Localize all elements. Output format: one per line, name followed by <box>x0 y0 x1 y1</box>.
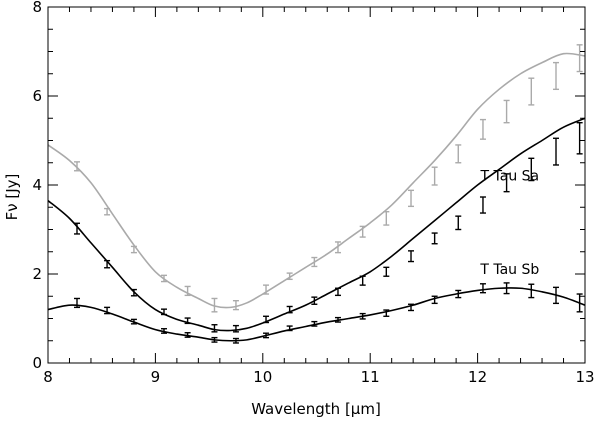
error-bar <box>184 332 191 338</box>
error-bar <box>263 315 270 324</box>
error-bar <box>311 256 318 268</box>
error-bar <box>130 245 137 254</box>
series-0 <box>47 44 586 313</box>
error-bar <box>286 272 293 281</box>
x-tick-label: 9 <box>151 368 161 386</box>
error-bar <box>431 232 438 245</box>
error-bar <box>359 312 366 320</box>
error-bar <box>359 225 366 238</box>
error-bar <box>455 215 462 231</box>
error-bar <box>553 61 560 91</box>
error-bar <box>383 309 390 317</box>
error-bar <box>576 44 583 73</box>
error-bar <box>184 285 191 297</box>
error-bar <box>431 166 438 186</box>
error-bar <box>311 320 318 327</box>
error-bar <box>528 283 535 299</box>
error-bar <box>479 283 486 294</box>
error-bar <box>383 210 390 226</box>
error-bar <box>263 284 270 295</box>
error-bar <box>503 173 510 193</box>
error-bar <box>479 118 486 140</box>
error-bar <box>334 316 341 323</box>
x-axis: 8 9 10 11 12 13 <box>43 7 595 386</box>
x-tick-label: 11 <box>361 368 380 386</box>
error-bar <box>130 318 137 325</box>
error-bar <box>479 196 486 214</box>
error-bar <box>576 121 583 155</box>
x-tick-label: 13 <box>575 368 594 386</box>
error-bar <box>73 161 80 172</box>
error-bar <box>160 274 167 283</box>
error-bar <box>359 275 366 286</box>
series-2 <box>47 282 586 344</box>
x-axis-title: Wavelength [μm] <box>251 400 381 418</box>
error-bar <box>553 286 560 305</box>
error-bar <box>334 287 341 297</box>
error-bar <box>455 144 462 164</box>
series-line <box>47 52 586 309</box>
error-bar <box>528 157 535 182</box>
error-bar <box>528 77 535 106</box>
series-labels: T Tau Sa T Tau Sb <box>479 169 539 278</box>
series-line <box>47 287 586 342</box>
y-tick-label: 4 <box>32 176 42 194</box>
error-bar <box>334 241 341 254</box>
y-tick-label: 2 <box>32 265 42 283</box>
series-label: T Tau Sb <box>479 262 539 278</box>
error-bar <box>455 289 462 299</box>
series-line <box>47 117 586 332</box>
plot-frame <box>47 6 586 364</box>
error-bar <box>576 293 583 313</box>
error-bar <box>232 337 239 344</box>
error-bar <box>286 305 293 314</box>
error-bar <box>431 295 438 305</box>
error-bar <box>232 300 239 311</box>
error-bar <box>184 317 191 325</box>
error-bar <box>263 332 270 339</box>
error-bar <box>160 328 167 334</box>
x-tick-label: 12 <box>468 368 487 386</box>
error-bar <box>553 137 560 166</box>
error-bar <box>211 324 218 333</box>
y-tick-label: 0 <box>32 354 42 372</box>
error-bar <box>130 288 137 297</box>
error-bar <box>160 308 167 316</box>
y-tick-label: 6 <box>32 87 42 105</box>
error-bar <box>311 296 318 305</box>
plot-area <box>47 44 586 344</box>
error-bar <box>503 282 510 295</box>
x-tick-label: 10 <box>253 368 272 386</box>
error-bar <box>104 306 111 315</box>
error-bar <box>211 336 218 343</box>
error-bar <box>408 303 415 312</box>
error-bar <box>286 325 293 332</box>
error-bar <box>104 259 111 269</box>
error-bar <box>104 207 111 216</box>
y-axis: 0 2 4 6 8 <box>32 0 585 372</box>
y-tick-label: 8 <box>32 0 42 16</box>
series-label: T Tau Sa <box>480 169 540 185</box>
y-axis-title: Fν [Jy] <box>3 174 21 221</box>
error-bar <box>408 189 415 208</box>
error-bar <box>211 297 218 313</box>
error-bar <box>73 222 80 235</box>
error-bar <box>383 266 390 277</box>
error-bar <box>73 297 80 309</box>
error-bar <box>408 250 415 263</box>
error-bar <box>232 324 239 333</box>
x-tick-label: 8 <box>43 368 53 386</box>
series-1 <box>47 117 586 333</box>
error-bar <box>503 99 510 124</box>
